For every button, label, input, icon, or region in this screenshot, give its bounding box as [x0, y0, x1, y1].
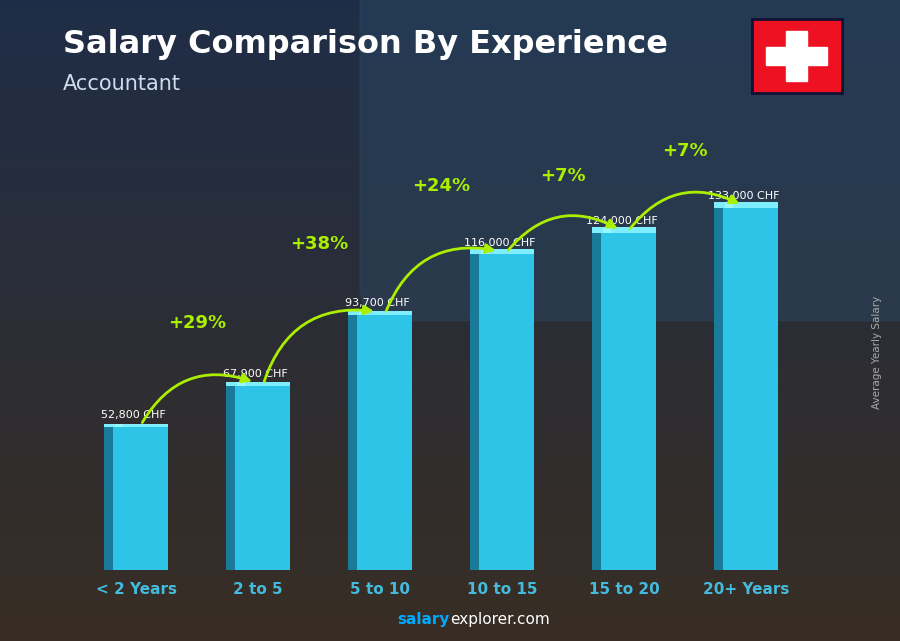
Text: explorer.com: explorer.com: [450, 612, 550, 627]
Bar: [471, 254, 534, 570]
Bar: [471, 254, 479, 570]
Bar: [603, 227, 611, 233]
Text: Accountant: Accountant: [63, 74, 181, 94]
Text: +24%: +24%: [412, 178, 470, 196]
Text: 116,000 CHF: 116,000 CHF: [464, 238, 536, 247]
Bar: [714, 202, 778, 208]
Text: +7%: +7%: [540, 167, 586, 185]
Text: salary: salary: [398, 612, 450, 627]
Bar: [592, 233, 655, 570]
Bar: [237, 382, 246, 385]
Bar: [227, 382, 290, 385]
Text: 67,900 CHF: 67,900 CHF: [223, 369, 288, 379]
Text: +7%: +7%: [662, 142, 707, 160]
Bar: [471, 249, 534, 254]
Bar: [104, 427, 168, 570]
Bar: [104, 427, 113, 570]
Bar: [348, 315, 411, 570]
Text: Salary Comparison By Experience: Salary Comparison By Experience: [63, 29, 668, 60]
Text: 124,000 CHF: 124,000 CHF: [586, 216, 657, 226]
Bar: [724, 202, 733, 208]
Bar: [227, 385, 235, 570]
Bar: [786, 31, 807, 81]
Bar: [714, 208, 778, 570]
Text: 52,800 CHF: 52,800 CHF: [102, 410, 166, 420]
Text: 133,000 CHF: 133,000 CHF: [707, 192, 779, 201]
Bar: [766, 47, 827, 65]
Bar: [481, 249, 490, 254]
Bar: [714, 208, 723, 570]
Text: 93,700 CHF: 93,700 CHF: [346, 299, 410, 308]
Bar: [227, 385, 290, 570]
Bar: [115, 424, 123, 427]
Bar: [104, 424, 168, 427]
Bar: [592, 233, 600, 570]
Text: +29%: +29%: [168, 314, 226, 332]
Text: +38%: +38%: [290, 235, 348, 253]
Bar: [348, 311, 411, 315]
Bar: [348, 315, 357, 570]
Text: Average Yearly Salary: Average Yearly Salary: [872, 296, 883, 409]
Bar: [592, 227, 655, 233]
FancyBboxPatch shape: [360, 0, 900, 320]
Bar: [359, 311, 367, 315]
